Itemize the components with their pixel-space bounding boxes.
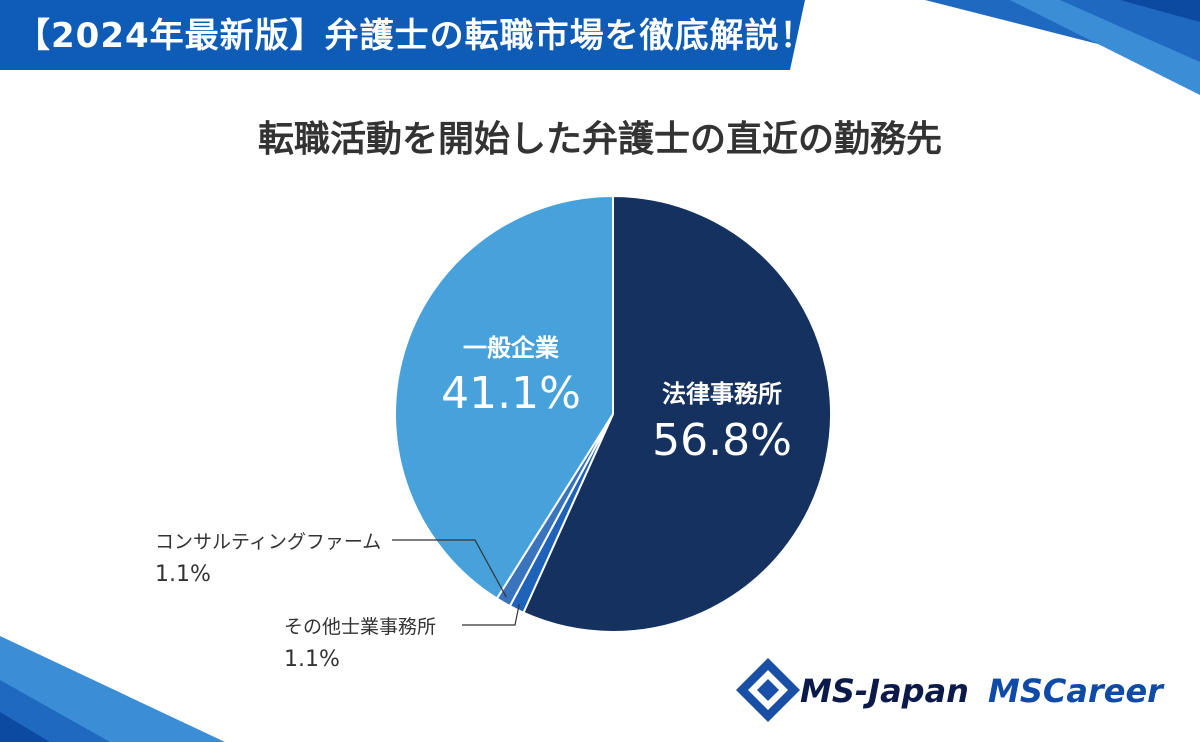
slice-label: コンサルティングファーム [155, 531, 381, 553]
stripe-bottom-left-2 [0, 680, 110, 742]
pie-slice [522, 194, 832, 633]
slice-value-label: 1.1% [284, 647, 340, 672]
slice-label: 法律事務所 [662, 380, 782, 408]
banner-title: 【2024年最新版】弁護士の転職市場を徹底解説！ [16, 16, 815, 56]
stripe-bottom-left-3 [0, 712, 50, 742]
slice-value-label: 1.1% [155, 562, 211, 587]
slice-label: 一般企業 [463, 334, 559, 362]
leader-line [462, 604, 520, 626]
slice-value-label: 56.8% [652, 415, 792, 466]
ms-japan-logo-text: MS-Japan [800, 672, 969, 710]
leader-line [392, 539, 507, 598]
ms-japan-logo-icon [736, 658, 800, 722]
pie-slice [393, 194, 614, 600]
banner-bar [0, 0, 805, 70]
slice-label: その他士業事務所 [284, 616, 436, 638]
stripe-top-right-2 [1010, 0, 1200, 95]
chart-title: 転職活動を開始した弁護士の直近の勤務先 [257, 119, 942, 160]
pie-chart: 法律事務所 56.8% 一般企業 41.1% その他士業事務所 1.1% コンサルティングフ… [155, 194, 832, 672]
slice-value-label: 41.1% [441, 368, 581, 419]
ms-career-logo-text: MSCareer [988, 672, 1163, 710]
stripe-top-right-3 [1120, 0, 1200, 22]
